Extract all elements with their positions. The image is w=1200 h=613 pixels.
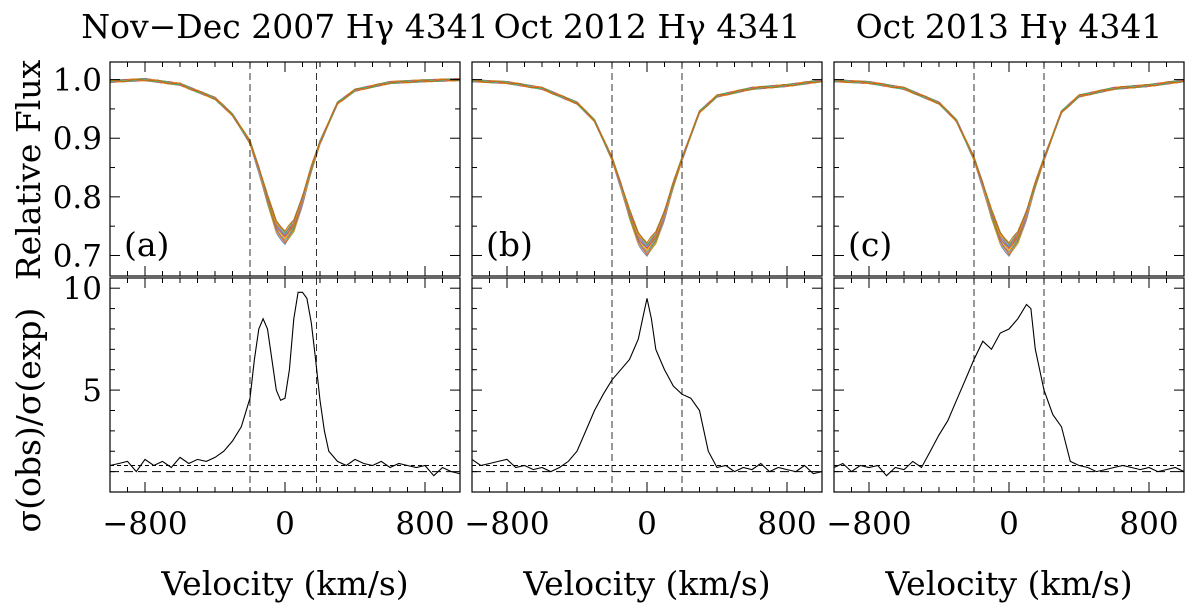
panel-title: Nov−Dec 2007 Hγ 4341 bbox=[81, 7, 488, 46]
spectrum-line bbox=[109, 78, 461, 240]
sigma-ratio-line bbox=[109, 291, 461, 477]
spectrum-line bbox=[833, 79, 1185, 249]
spectrum-line bbox=[472, 79, 823, 250]
panel-title: Oct 2013 Hγ 4341 bbox=[856, 7, 1163, 46]
spectrum-line bbox=[110, 77, 461, 241]
spectrum-line bbox=[833, 79, 1185, 246]
spectrum-line bbox=[471, 79, 823, 244]
y-tick-label: 0.8 bbox=[53, 180, 102, 216]
spectrum-line bbox=[109, 78, 460, 241]
x-tick-label: −800 bbox=[826, 506, 911, 542]
panel-label: (c) bbox=[848, 225, 892, 264]
ylabel-relative-flux: Relative Flux bbox=[9, 59, 48, 280]
spectrum-line bbox=[109, 78, 461, 234]
panel-title: Oct 2012 Hγ 4341 bbox=[494, 7, 801, 46]
x-tick-label: −800 bbox=[464, 506, 549, 542]
spectrum-line bbox=[109, 78, 461, 242]
spectrum-line bbox=[833, 79, 1185, 246]
panel-label: (b) bbox=[486, 225, 533, 264]
spectrum-line bbox=[109, 78, 461, 244]
spectrum-line bbox=[833, 79, 1185, 247]
y-tick-label: 0.7 bbox=[53, 238, 102, 274]
x-tick-label: 800 bbox=[757, 506, 816, 542]
x-tick-label: 0 bbox=[275, 506, 295, 542]
y-tick-label: 10 bbox=[63, 271, 102, 307]
spectrum-line bbox=[471, 79, 823, 250]
spectrum-line bbox=[109, 78, 460, 235]
spectrum-line bbox=[109, 78, 461, 238]
spectrum-line bbox=[109, 78, 461, 232]
spectrum-line bbox=[109, 78, 461, 246]
spectrum-line bbox=[471, 79, 823, 247]
x-axis-label: Velocity (km/s) bbox=[160, 564, 408, 603]
bottom-frame bbox=[471, 277, 823, 493]
spectrum-line bbox=[109, 77, 461, 244]
ylabel-sigma-ratio: σ(obs)/σ(exp) bbox=[9, 308, 48, 533]
sigma-ratio-line bbox=[471, 298, 823, 475]
x-axis-label: Velocity (km/s) bbox=[522, 564, 770, 603]
bottom-frame bbox=[833, 277, 1185, 493]
panel-c: Oct 2013 Hγ 4341 −800 0 800 Velocity (km/s) (… bbox=[826, 7, 1185, 603]
spectrum-line bbox=[833, 79, 1185, 244]
spectrum-line bbox=[833, 79, 1185, 250]
x-tick-label: 0 bbox=[637, 506, 657, 542]
y-tick-label: 1.0 bbox=[53, 63, 102, 99]
spectrum-line bbox=[471, 79, 823, 248]
spectrum-line bbox=[109, 78, 461, 235]
spectrum-line bbox=[471, 79, 823, 249]
y-tick-label: 0.9 bbox=[53, 121, 102, 157]
x-tick-label: 800 bbox=[395, 506, 454, 542]
spectrum-line bbox=[109, 78, 460, 244]
x-tick-label: 0 bbox=[999, 506, 1019, 542]
panel-b: Oct 2012 Hγ 4341 −800 0 800 Velocity (km/s) (… bbox=[464, 7, 823, 603]
spectrum-line bbox=[834, 79, 1185, 250]
spectrum-line bbox=[109, 78, 461, 238]
spectrum-line bbox=[471, 79, 823, 246]
x-tick-label: −800 bbox=[102, 506, 187, 542]
x-tick-label: 800 bbox=[1119, 506, 1178, 542]
sigma-ratio-line bbox=[833, 303, 1185, 477]
y-tick-label: 5 bbox=[82, 373, 102, 409]
spectrum-line bbox=[109, 78, 461, 236]
spectrum-line bbox=[109, 78, 461, 238]
panel-label: (a) bbox=[124, 225, 169, 264]
spectrum-line bbox=[471, 79, 823, 246]
x-axis-label: Velocity (km/s) bbox=[884, 564, 1132, 603]
bottom-frame bbox=[109, 277, 461, 493]
panel-a: Nov−Dec 2007 Hγ 4341 −800 0 800 Velocity (km… bbox=[53, 7, 489, 603]
spectrum-line bbox=[833, 79, 1185, 248]
